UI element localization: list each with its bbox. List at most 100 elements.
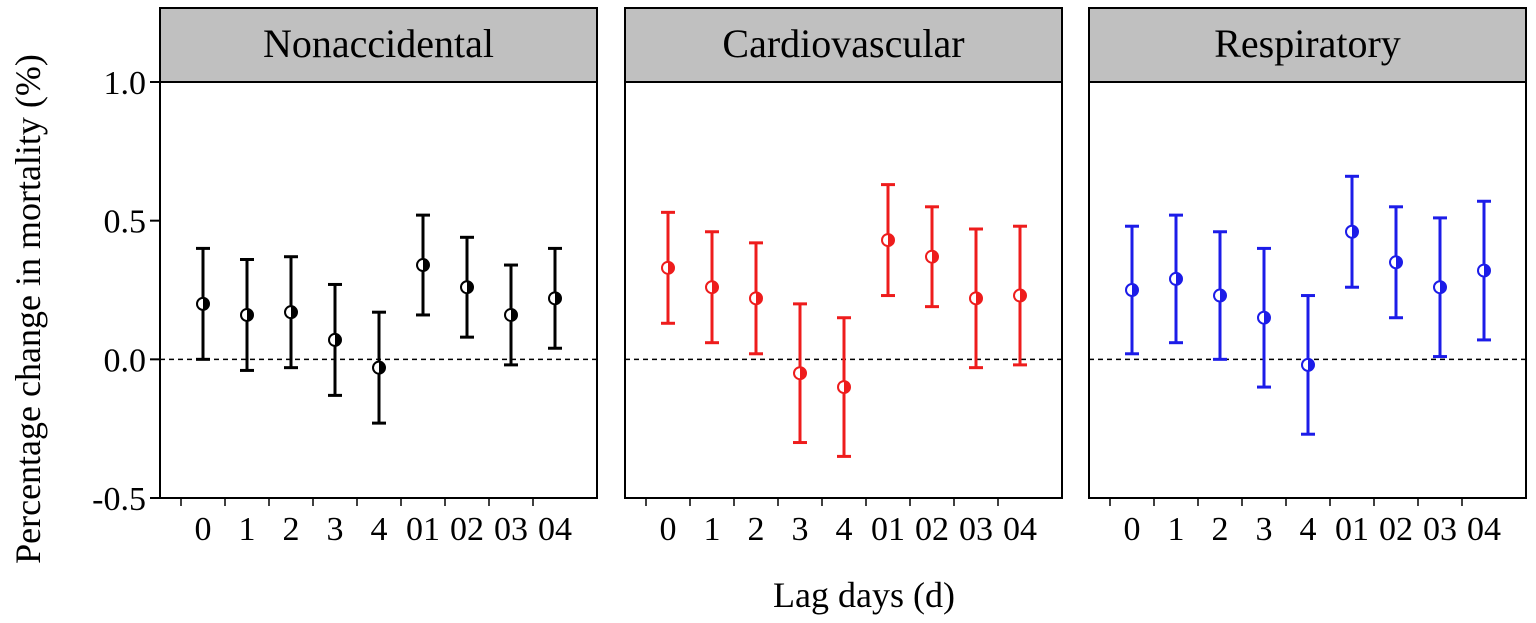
- estimate-point-fill: [291, 306, 297, 319]
- x-tick-label: 0: [195, 511, 212, 548]
- estimate-point-fill: [1440, 281, 1446, 294]
- estimate-point-fill: [379, 361, 386, 374]
- error-bar-2: [749, 241, 763, 356]
- plot-frame: [159, 81, 598, 499]
- error-bar-3: [1257, 246, 1271, 389]
- y-tick-label: 0.5: [104, 204, 147, 241]
- error-bar-4: [372, 310, 386, 425]
- error-bar-04: [548, 246, 562, 350]
- x-tick-label: 2: [283, 511, 300, 548]
- estimate-point-fill: [976, 292, 982, 305]
- x-tick-label: 4: [836, 511, 853, 548]
- estimate-point-fill: [1308, 358, 1314, 371]
- y-tick-label: 0.0: [104, 342, 147, 379]
- error-bar-04: [1477, 199, 1491, 342]
- x-tick-label: 04: [1003, 511, 1037, 548]
- error-bar-01: [1345, 174, 1359, 289]
- x-tick-label: 0: [660, 511, 677, 548]
- estimate-point-fill: [888, 234, 894, 247]
- error-bar-3: [328, 282, 342, 397]
- estimate-point-fill: [467, 281, 473, 294]
- x-tick-label: 03: [959, 511, 993, 548]
- x-tick-label: 1: [239, 511, 256, 548]
- error-bar-4: [837, 316, 851, 458]
- y-tick-label: 1.0: [104, 65, 147, 102]
- x-tick-label: 2: [748, 511, 765, 548]
- x-tick-label: 2: [1212, 511, 1229, 548]
- x-tick-label: 04: [538, 511, 572, 548]
- error-bar-2: [1213, 230, 1227, 361]
- estimate-point-fill: [1220, 289, 1226, 302]
- estimate-point-fill: [800, 367, 807, 380]
- estimate-point-fill: [511, 308, 517, 321]
- estimate-point-fill: [712, 281, 718, 294]
- x-tick-label: 01: [406, 511, 440, 548]
- estimate-point-fill: [668, 261, 674, 274]
- x-tick-label: 04: [1467, 511, 1501, 548]
- estimate-point-fill: [1264, 311, 1270, 324]
- x-tick-label: 3: [1256, 511, 1273, 548]
- estimate-point-fill: [247, 308, 253, 321]
- estimate-point-fill: [756, 292, 762, 305]
- estimate-point-fill: [1132, 284, 1138, 296]
- panel-header: [1088, 7, 1527, 83]
- error-bar-04: [1013, 224, 1027, 367]
- x-tick-label: 02: [450, 511, 484, 548]
- error-bar-01: [416, 213, 430, 317]
- x-tick-label: 01: [1335, 511, 1369, 548]
- error-bar-0: [196, 246, 210, 361]
- estimate-point-fill: [1020, 289, 1026, 302]
- error-bar-02: [460, 235, 474, 339]
- x-tick-label: 3: [792, 511, 809, 548]
- x-tick-label: 3: [327, 511, 344, 548]
- error-bar-02: [1389, 205, 1403, 320]
- panel-header: [624, 7, 1063, 83]
- x-tick-label: 0: [1124, 511, 1141, 548]
- error-bar-1: [1169, 213, 1183, 345]
- x-tick-label: 03: [1423, 511, 1457, 548]
- estimate-point-fill: [1484, 264, 1490, 277]
- error-bar-01: [881, 183, 895, 298]
- error-bar-3: [793, 302, 807, 445]
- x-tick-label: 4: [371, 511, 388, 548]
- x-tick-label: 4: [1300, 511, 1317, 548]
- y-axis-label: Percentage change in mortality (%): [8, 54, 48, 564]
- error-bar-0: [661, 210, 675, 325]
- error-bar-0: [1125, 224, 1139, 356]
- panel-title: Cardiovascular: [722, 21, 964, 66]
- x-tick-label: 02: [915, 511, 949, 548]
- estimate-point-fill: [1352, 225, 1358, 238]
- error-bar-4: [1301, 294, 1315, 436]
- x-tick-label: 02: [1379, 511, 1413, 548]
- estimate-point-fill: [844, 381, 850, 394]
- error-bar-02: [925, 205, 939, 309]
- y-axis-ticks: 1.0 0.5 0.0 -0.5: [92, 65, 160, 518]
- error-bar-1: [240, 257, 254, 372]
- estimate-point-fill: [203, 297, 210, 310]
- estimate-point-fill: [335, 333, 341, 346]
- panel-title: Respiratory: [1214, 21, 1401, 66]
- panel-title: Nonaccidental: [263, 21, 494, 66]
- x-axis-label: Lag days (d): [773, 575, 955, 615]
- error-bar-03: [504, 263, 518, 367]
- estimate-point-fill: [932, 250, 939, 263]
- estimate-point-fill: [555, 292, 561, 305]
- estimate-point-fill: [1176, 272, 1182, 285]
- y-tick-label: -0.5: [92, 481, 146, 518]
- x-tick-label: 01: [871, 511, 905, 548]
- x-tick-label: 03: [494, 511, 528, 548]
- error-bar-03: [969, 227, 983, 370]
- estimate-point-fill: [423, 259, 429, 272]
- x-tick-label: 1: [1168, 511, 1185, 548]
- x-tick-label: 1: [704, 511, 721, 548]
- panel-header: [159, 7, 598, 83]
- error-bar-2: [284, 255, 298, 370]
- error-bar-03: [1433, 216, 1447, 359]
- estimate-point-fill: [1396, 256, 1402, 269]
- error-bar-1: [705, 230, 719, 345]
